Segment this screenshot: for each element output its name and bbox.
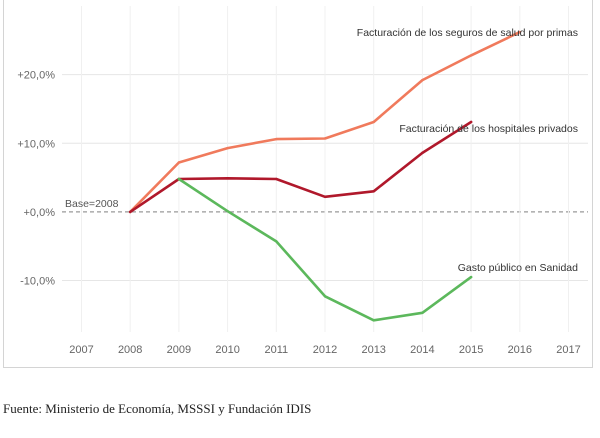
- y-tick-label: +20,0%: [17, 70, 55, 82]
- x-tick-label: 2012: [313, 344, 337, 356]
- data-point: [372, 120, 375, 124]
- data-point: [177, 177, 181, 181]
- data-point: [275, 177, 278, 181]
- data-point: [323, 195, 327, 198]
- series-label: Gasto público en Sanidad: [458, 262, 578, 274]
- data-point: [275, 137, 278, 141]
- data-point: [226, 146, 229, 150]
- data-point: [128, 210, 132, 214]
- data-point: [177, 161, 181, 164]
- data-point: [421, 78, 424, 82]
- x-tick-label: 2014: [410, 344, 434, 356]
- data-point: [469, 120, 473, 124]
- y-tick-label: -10,0%: [20, 276, 55, 288]
- data-point: [469, 54, 473, 57]
- axis-labels: -10,0% +0,0% +10,0% +20,0% 2007 2008 2009 2010 2…: [17, 70, 580, 356]
- x-tick-label: 2010: [215, 344, 239, 356]
- data-point: [372, 319, 375, 322]
- data-point: [421, 151, 424, 155]
- baseline-label: Base=2008: [65, 198, 119, 210]
- chart-frame: [3, 0, 593, 368]
- data-point: [323, 137, 327, 140]
- data-point: [323, 295, 327, 298]
- x-tick-label: 2007: [69, 344, 93, 356]
- x-tick-label: 2013: [361, 344, 385, 356]
- y-tick-label: +0,0%: [24, 207, 56, 219]
- data-point: [226, 177, 229, 180]
- data-point: [518, 30, 522, 34]
- data-point: [372, 190, 375, 193]
- y-tick-label: +10,0%: [17, 138, 55, 150]
- data-point: [421, 311, 424, 314]
- data-point: [275, 240, 278, 243]
- grid-lines: [62, 6, 588, 332]
- x-tick-label: 2015: [459, 344, 483, 356]
- data-point: [469, 275, 473, 279]
- line-chart: -10,0% +0,0% +10,0% +20,0% 2007 2008 2009 2010 2…: [17, 6, 588, 356]
- x-tick-label: 2011: [264, 344, 288, 356]
- series-labels: Base=2008 Facturación de los seguros de s…: [65, 27, 578, 274]
- series-line: [128, 120, 473, 214]
- data-point: [226, 210, 229, 213]
- x-tick-label: 2017: [556, 344, 580, 356]
- series-label: Facturación de los seguros de salud por …: [357, 27, 578, 39]
- x-tick-label: 2016: [508, 344, 532, 356]
- series-label: Facturación de los hospitales privados: [399, 123, 578, 135]
- source-note: Fuente: Ministerio de Economía, MSSSI y …: [3, 401, 312, 416]
- x-tick-label: 2009: [167, 344, 191, 356]
- series-lines: [128, 30, 522, 322]
- x-tick-label: 2008: [118, 344, 142, 356]
